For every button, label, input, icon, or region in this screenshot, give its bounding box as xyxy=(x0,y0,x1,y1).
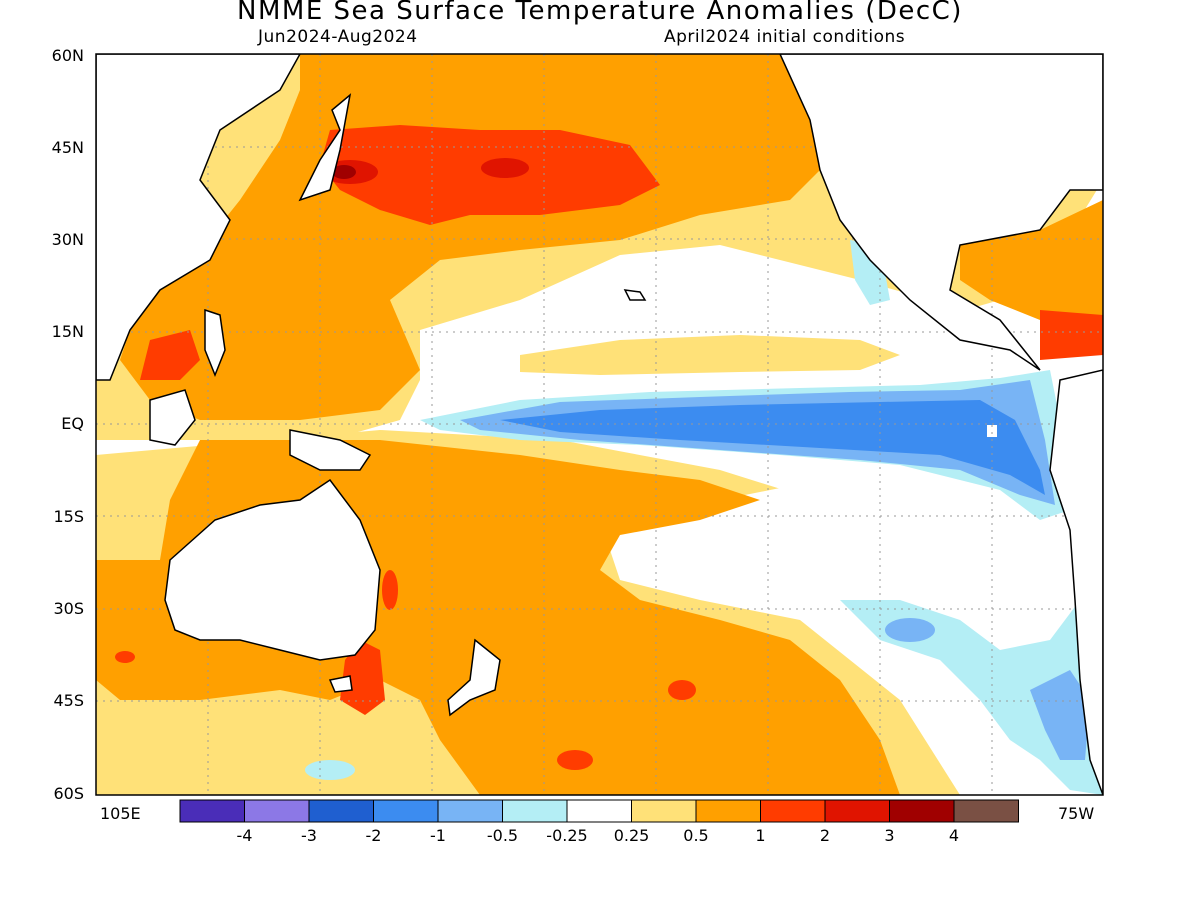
hawaii-land xyxy=(623,289,647,301)
anomaly-region xyxy=(481,158,529,178)
colorbar-swatch xyxy=(373,799,439,823)
lat-label: 30N xyxy=(51,230,84,249)
anomaly-region xyxy=(1040,310,1103,360)
north-america-land xyxy=(779,54,1103,371)
map-frame xyxy=(95,53,1104,796)
map-title: NMME Sea Surface Temperature Anomalies (… xyxy=(237,0,963,26)
lat-label: 60N xyxy=(51,46,84,65)
south-america-land xyxy=(1049,369,1103,795)
anomaly-region xyxy=(382,570,398,610)
colorbar-swatch xyxy=(760,799,826,823)
lat-label: 45N xyxy=(51,138,84,157)
tasmania-land xyxy=(328,675,353,693)
colorbar-label: 2 xyxy=(820,826,830,845)
anomaly-region xyxy=(668,680,696,700)
anomaly-region xyxy=(115,651,135,663)
colorbar-swatch xyxy=(179,799,245,823)
anomaly-region xyxy=(520,335,900,375)
asia-mainland xyxy=(96,54,301,381)
anomaly-region xyxy=(305,760,355,780)
lat-label: EQ xyxy=(61,414,84,433)
colorbar-swatch xyxy=(437,799,503,823)
colorbar-label: 1 xyxy=(755,826,765,845)
philippines-land xyxy=(204,308,226,378)
anomaly-region xyxy=(1030,670,1090,760)
colorbar-label: -2 xyxy=(366,826,382,845)
colorbar-swatch xyxy=(695,799,761,823)
lon-left-label: 105E xyxy=(100,804,141,823)
japan-land xyxy=(298,93,352,202)
anomaly-region xyxy=(960,200,1103,320)
colorbar-label: 0.25 xyxy=(614,826,650,845)
colorbar-label: 4 xyxy=(949,826,959,845)
initial-conditions: April2024 initial conditions xyxy=(664,27,906,47)
colorbar-label: 0.5 xyxy=(683,826,708,845)
anomaly-field xyxy=(96,54,1103,795)
new-zealand-land xyxy=(447,638,501,717)
australia-land xyxy=(164,478,381,661)
colorbar-swatch xyxy=(308,799,374,823)
colorbar-swatch xyxy=(502,799,568,823)
map-gridlines xyxy=(96,54,1103,795)
anomaly-region xyxy=(340,640,385,715)
borneo-land xyxy=(149,389,196,446)
anomaly-region xyxy=(557,750,593,770)
anomaly-region xyxy=(600,470,1103,795)
lat-label: 30S xyxy=(53,599,84,618)
colorbar-swatch xyxy=(953,799,1019,823)
anomaly-region xyxy=(120,54,830,420)
anomaly-region xyxy=(885,618,935,642)
lon-right-label: 75W xyxy=(1058,804,1095,823)
colorbar-label: -1 xyxy=(430,826,446,845)
colorbar-swatch xyxy=(566,799,632,823)
anomaly-region xyxy=(332,165,356,179)
colorbar-swatch xyxy=(824,799,890,823)
colorbar-label: -0.25 xyxy=(546,826,587,845)
colorbar-label: -4 xyxy=(237,826,253,845)
colorbar-label: 3 xyxy=(884,826,894,845)
colorbar-swatch xyxy=(889,799,955,823)
lat-label: 15N xyxy=(51,322,84,341)
anomaly-region xyxy=(140,330,200,380)
colorbar-swatch xyxy=(631,799,697,823)
colorbar-label: -3 xyxy=(301,826,317,845)
new-guinea-land xyxy=(289,429,372,471)
anomaly-region xyxy=(987,425,997,437)
land-masses xyxy=(96,54,1103,795)
colorbar-label: -0.5 xyxy=(487,826,518,845)
lat-label: 60S xyxy=(53,784,84,803)
forecast-period: Jun2024-Aug2024 xyxy=(258,27,418,47)
lat-label: 15S xyxy=(53,507,84,526)
colorbar-swatch xyxy=(244,799,310,823)
lat-label: 45S xyxy=(53,691,84,710)
colorbar: -4 -3 -2 -1 -0.5 -0.25 0.25 0.5 1 2 3 4 xyxy=(179,799,1019,845)
